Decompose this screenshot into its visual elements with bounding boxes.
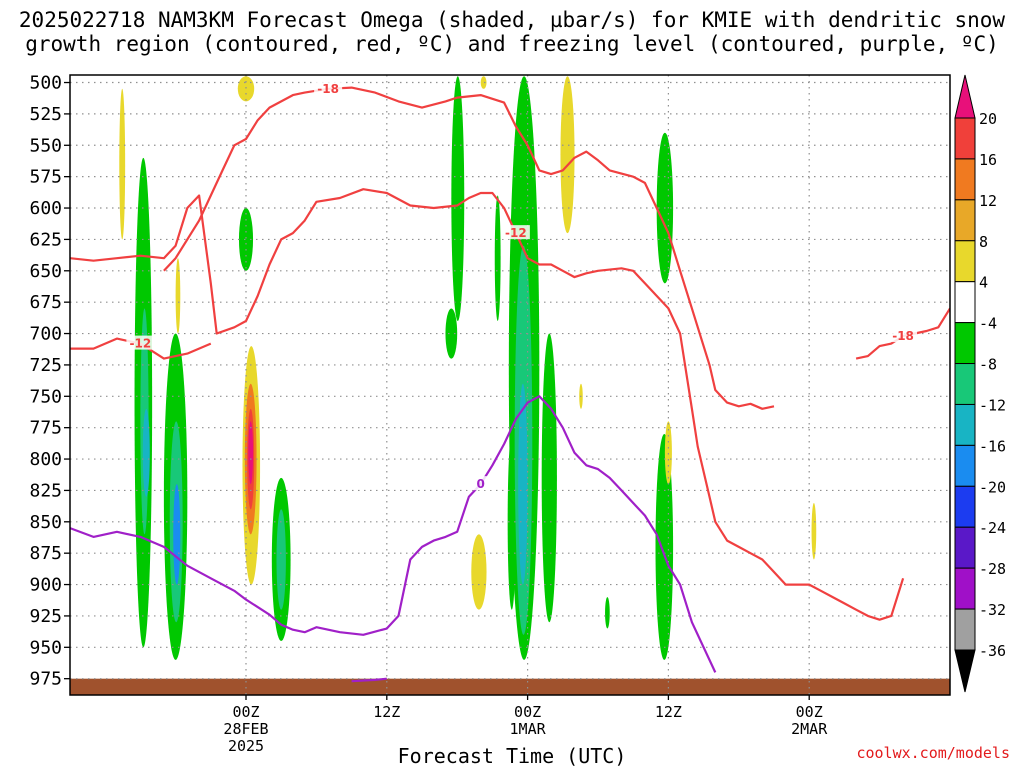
omega-cell-12 <box>248 421 254 485</box>
colorbar-bin-9 <box>954 485 976 528</box>
colorbar-label-10: -24 <box>979 519 1006 537</box>
plot-frame <box>69 74 951 696</box>
omega-cell-16 <box>451 76 465 321</box>
chart-title-line-2: growth region (contoured, red, ºC) and f… <box>25 32 999 56</box>
xtick-label-24-1: 1MAR <box>510 720 547 738</box>
ytick-label-975: 975 <box>29 669 62 690</box>
xtick-label-12-0: 12Z <box>373 703 400 721</box>
contour-0 <box>70 395 717 673</box>
ytick-label-575: 575 <box>29 167 62 188</box>
colorbar-label-6: -8 <box>979 356 997 374</box>
omega-cell-7 <box>173 484 181 585</box>
omega-cell-13 <box>237 76 255 102</box>
colorbar-label-5: -4 <box>979 315 997 333</box>
ytick-label-600: 600 <box>29 198 62 219</box>
ytick-label-850: 850 <box>29 512 62 533</box>
chart-title-line-1: 2025022718 NAM3KM Forecast Omega (shaded… <box>18 8 1006 32</box>
colorbar-label-9: -20 <box>979 478 1006 496</box>
colorbar-bin-5 <box>954 322 976 365</box>
ytick-label-900: 900 <box>29 575 62 596</box>
ytick-label-550: 550 <box>29 135 62 156</box>
colorbar-label-0: 20 <box>979 110 997 128</box>
colorbar-bin-7 <box>954 403 976 446</box>
ytick-label-725: 725 <box>29 355 62 376</box>
xtick-label-36-0: 12Z <box>655 703 682 721</box>
ytick-label-650: 650 <box>29 261 62 282</box>
x-axis-title: Forecast Time (UTC) <box>397 744 627 768</box>
xtick-label-0-0: 00Z <box>232 703 259 721</box>
colorbar-label-3: 8 <box>979 233 988 251</box>
colorbar-top-arrow <box>954 74 976 119</box>
ytick-label-500: 500 <box>29 73 62 94</box>
colorbar-label-11: -28 <box>979 560 1006 578</box>
colorbar-bin-11 <box>954 567 976 610</box>
ytick-label-775: 775 <box>29 418 62 439</box>
colorbar-bin-2 <box>954 199 976 242</box>
colorbar-bin-10 <box>954 526 976 569</box>
omega-cell-32 <box>811 502 817 560</box>
ytick-label-925: 925 <box>29 606 62 627</box>
ytick-label-675: 675 <box>29 292 62 313</box>
omega-cell-28 <box>605 597 610 629</box>
xtick-label-24-0: 00Z <box>514 703 541 721</box>
ytick-label-800: 800 <box>29 449 62 470</box>
ytick-label-700: 700 <box>29 324 62 345</box>
terrain-fill <box>70 678 950 695</box>
colorbar-bin-8 <box>954 444 976 487</box>
colorbar-label-1: 16 <box>979 151 997 169</box>
plot-area: -18 -18 -12 -12 0 <box>70 75 950 695</box>
contour-label--12b: -12 <box>130 337 152 351</box>
colorbar-bottom-arrow <box>954 649 976 693</box>
colorbar-label-2: 12 <box>979 192 997 210</box>
credit-text: coolwx.com/models <box>856 744 1010 762</box>
omega-cell-24 <box>541 333 557 623</box>
colorbar-bin-1 <box>954 158 976 201</box>
omega-cell-4 <box>175 258 181 334</box>
colorbar-bin-0 <box>954 117 976 160</box>
contour-label--18: -18 <box>317 82 339 96</box>
ytick-label-525: 525 <box>29 104 62 125</box>
colorbar-label-8: -16 <box>979 437 1006 455</box>
omega-cell-3 <box>142 408 150 497</box>
omega-cell-23 <box>518 383 528 585</box>
xtick-label-48-0: 00Z <box>796 703 823 721</box>
colorbar-label-4: 4 <box>979 274 988 292</box>
omega-cell-18 <box>494 195 501 321</box>
colorbar-label-7: -12 <box>979 396 1006 414</box>
colorbar-label-13: -36 <box>979 642 1006 660</box>
ytick-label-750: 750 <box>29 386 62 407</box>
ytick-label-950: 950 <box>29 637 62 658</box>
contour-label--18b: -18 <box>892 329 914 343</box>
colorbar-bin-4 <box>954 281 976 324</box>
omega-cell-19 <box>471 534 487 610</box>
contour-0b <box>351 677 387 683</box>
ytick-label-875: 875 <box>29 543 62 564</box>
contour--12 <box>70 188 905 621</box>
omega-cell-17 <box>445 308 458 359</box>
xtick-label-0-1: 28FEB <box>223 720 268 738</box>
contour--18 <box>163 86 775 410</box>
contour-label-0: 0 <box>476 477 484 491</box>
colorbar-bin-3 <box>954 240 976 283</box>
omega-cell-15 <box>276 509 286 610</box>
xtick-label-0-2: 2025 <box>228 737 264 755</box>
contour-label--12: -12 <box>505 226 527 240</box>
omega-cell-0 <box>119 88 126 240</box>
colorbar-label-12: -32 <box>979 601 1006 619</box>
ytick-label-625: 625 <box>29 229 62 250</box>
omega-cell-31 <box>664 421 672 485</box>
colorbar-bin-6 <box>954 363 976 405</box>
omega-cell-26 <box>560 76 575 234</box>
xtick-label-48-1: 2MAR <box>791 720 828 738</box>
omega-cell-25 <box>480 76 487 89</box>
omega-cell-8 <box>238 208 254 271</box>
ytick-label-825: 825 <box>29 480 62 501</box>
colorbar-bin-12 <box>954 608 976 651</box>
